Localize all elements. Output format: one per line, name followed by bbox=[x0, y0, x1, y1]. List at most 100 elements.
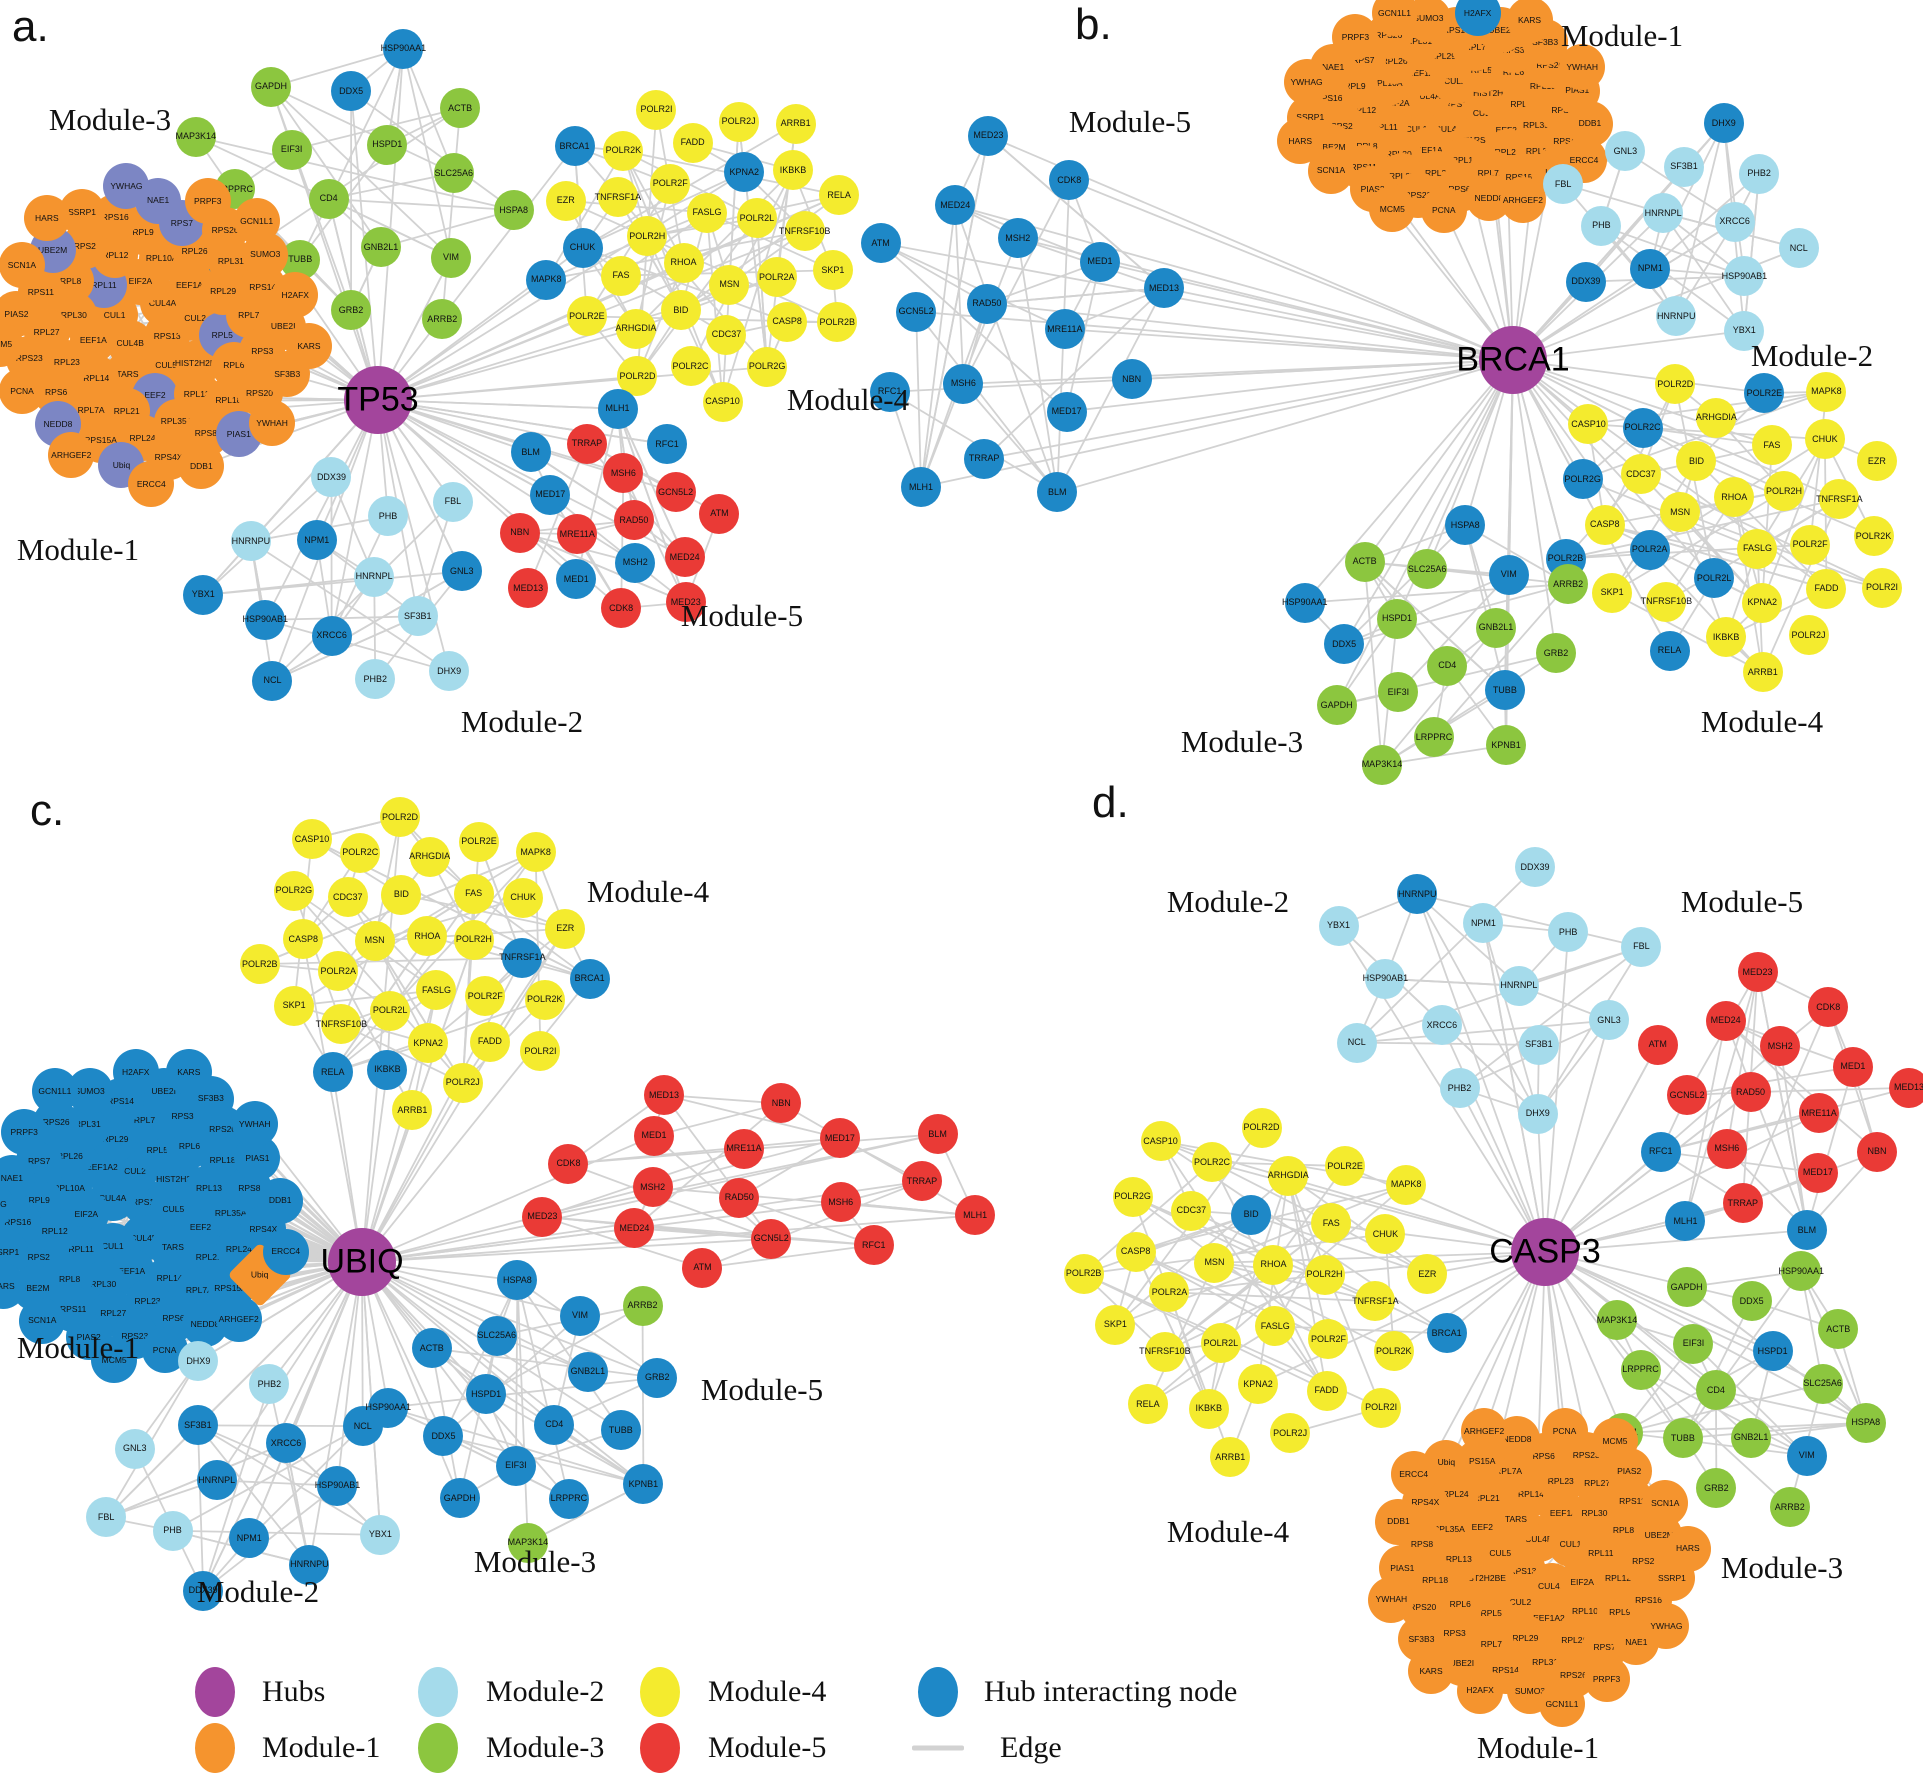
node-label: POLR2J bbox=[1273, 1427, 1308, 1438]
node-label: TNFRSF10B bbox=[1139, 1346, 1191, 1357]
node-MSN: MSN bbox=[709, 264, 750, 305]
node-SF3B1: SF3B1 bbox=[1663, 146, 1704, 187]
node-label: CUL4A bbox=[1413, 91, 1441, 102]
node-label: ARRB2 bbox=[427, 313, 458, 324]
node-label: RPS3 bbox=[1443, 1628, 1466, 1639]
node-label: RPL11 bbox=[91, 279, 117, 290]
node-label: POLR2J bbox=[1791, 629, 1826, 640]
edge bbox=[1304, 359, 1514, 604]
edge bbox=[330, 399, 379, 637]
node-label: UBE2I bbox=[1449, 1658, 1475, 1669]
node-label: POLR2K bbox=[527, 994, 563, 1005]
node-POLR2E: POLR2E bbox=[1744, 373, 1785, 414]
node-label: RPL27 bbox=[33, 326, 60, 337]
node-label: HSP90AA1 bbox=[380, 43, 427, 54]
node-TUBB: TUBB bbox=[1484, 670, 1525, 711]
node-label: CUL1 bbox=[101, 1240, 124, 1251]
node-TNFRSF10B: TNFRSF10B bbox=[1641, 581, 1692, 622]
node-label: RPS16 bbox=[101, 211, 129, 222]
node-label: RPL26 bbox=[1381, 55, 1408, 66]
node-MLH1: MLH1 bbox=[597, 388, 638, 429]
module-label-a-module5: Module-5 bbox=[680, 598, 804, 633]
node-label: POLR2B bbox=[819, 316, 855, 327]
node-label: KARS bbox=[1419, 1666, 1443, 1677]
node-label: RPL10A bbox=[53, 1183, 85, 1194]
node-label: GNL3 bbox=[1613, 145, 1638, 156]
node-label: EEF1A2 bbox=[1407, 67, 1440, 78]
node-label: RPL5 bbox=[1480, 1607, 1502, 1618]
edge bbox=[1356, 946, 1642, 1044]
node-label: SCN1A bbox=[7, 259, 37, 270]
node-HSP90AB1: HSP90AB1 bbox=[315, 1465, 360, 1506]
node-XRCC6: XRCC6 bbox=[1421, 1005, 1462, 1046]
edge bbox=[1639, 1369, 1791, 1508]
node-label: RPL35A bbox=[1523, 119, 1555, 130]
node-FAS: FAS bbox=[600, 255, 641, 296]
node-label: POLR2C bbox=[1194, 1156, 1231, 1167]
edge bbox=[702, 1244, 874, 1269]
module-label-d-module4: Module-4 bbox=[1166, 1514, 1290, 1549]
node-label: FADD bbox=[477, 1036, 502, 1047]
node-SCN1A: SCN1A bbox=[0, 241, 45, 288]
node-ARHGEF2: ARHGEF2 bbox=[215, 1296, 262, 1343]
node-KARS: KARS bbox=[165, 1048, 212, 1095]
node-label: RFC1 bbox=[862, 1239, 886, 1250]
node-label: EIF3I bbox=[1682, 1338, 1705, 1349]
node-PRPF3: PRPF3 bbox=[1332, 14, 1379, 61]
node-SLC25A6: SLC25A6 bbox=[1802, 1363, 1843, 1404]
node-label: RPL14 bbox=[83, 372, 110, 383]
node-label: RPL13 bbox=[1445, 1554, 1472, 1565]
node-label: CD4 bbox=[319, 193, 338, 204]
node-label: FBL bbox=[444, 496, 462, 507]
edge bbox=[920, 135, 990, 488]
edge bbox=[1356, 1019, 1610, 1044]
node-POLR2L: POLR2L bbox=[370, 990, 411, 1031]
node-BLM: BLM bbox=[917, 1114, 958, 1155]
node-PHB2: PHB2 bbox=[1439, 1068, 1480, 1109]
node-NBN: NBN bbox=[761, 1083, 802, 1124]
node-label: FAS bbox=[1763, 439, 1781, 450]
node-RFC1: RFC1 bbox=[853, 1225, 894, 1266]
edge bbox=[915, 311, 922, 488]
module-label-d-module1: Module-1 bbox=[1476, 1730, 1600, 1765]
node-label: GAPDH bbox=[1670, 1281, 1703, 1292]
node-MED1: MED1 bbox=[634, 1115, 674, 1156]
node-MED1: MED1 bbox=[1832, 1046, 1873, 1087]
node-label: CASP10 bbox=[705, 396, 740, 407]
node-YWHAH: YWHAH bbox=[1559, 43, 1606, 90]
node-label: POLR2E bbox=[461, 836, 497, 847]
node-label: DDX5 bbox=[339, 85, 364, 96]
node-label: GNL3 bbox=[122, 1443, 147, 1454]
node-DDX5: DDX5 bbox=[1324, 624, 1365, 665]
node-label: TRRAP bbox=[1727, 1197, 1758, 1208]
edge bbox=[1692, 1343, 1808, 1457]
node-RELA: RELA bbox=[312, 1052, 353, 1093]
node-ARHGEF2: ARHGEF2 bbox=[1461, 1407, 1508, 1454]
node-label: RPL9 bbox=[1344, 81, 1366, 92]
panel-letter-b: b. bbox=[1075, 0, 1112, 49]
edge bbox=[527, 1483, 644, 1544]
node-label: ATM bbox=[693, 1262, 712, 1273]
panel-letter-a: a. bbox=[12, 2, 49, 51]
edge bbox=[1725, 971, 1759, 1149]
node-label: RPL30 bbox=[60, 309, 87, 320]
node-BRCA1: BRCA1 bbox=[1426, 1313, 1467, 1354]
node-POLR2H: POLR2H bbox=[453, 919, 494, 960]
module-label-a-module1: Module-1 bbox=[16, 532, 140, 567]
node-label: PCNA bbox=[1552, 1425, 1577, 1436]
node-FBL: FBL bbox=[1543, 164, 1584, 204]
node-label: HSPD1 bbox=[372, 139, 403, 150]
node-label: RPL10A bbox=[145, 253, 178, 264]
edge bbox=[361, 978, 591, 1263]
edge bbox=[1805, 1066, 1854, 1231]
node-label: RPL9 bbox=[132, 227, 154, 238]
node-label: ERCC4 bbox=[271, 1246, 301, 1257]
node-label: PCNA bbox=[1431, 204, 1456, 215]
node-label: RPS2 bbox=[1632, 1555, 1655, 1566]
edge bbox=[1544, 1020, 1610, 1253]
node-label: PIAS2 bbox=[4, 308, 29, 319]
edge bbox=[377, 48, 405, 401]
node-label: TNFRSF1A bbox=[1816, 493, 1863, 504]
node-POLR2L: POLR2L bbox=[1200, 1323, 1241, 1364]
node-label: TNFRSF10B bbox=[778, 225, 831, 236]
